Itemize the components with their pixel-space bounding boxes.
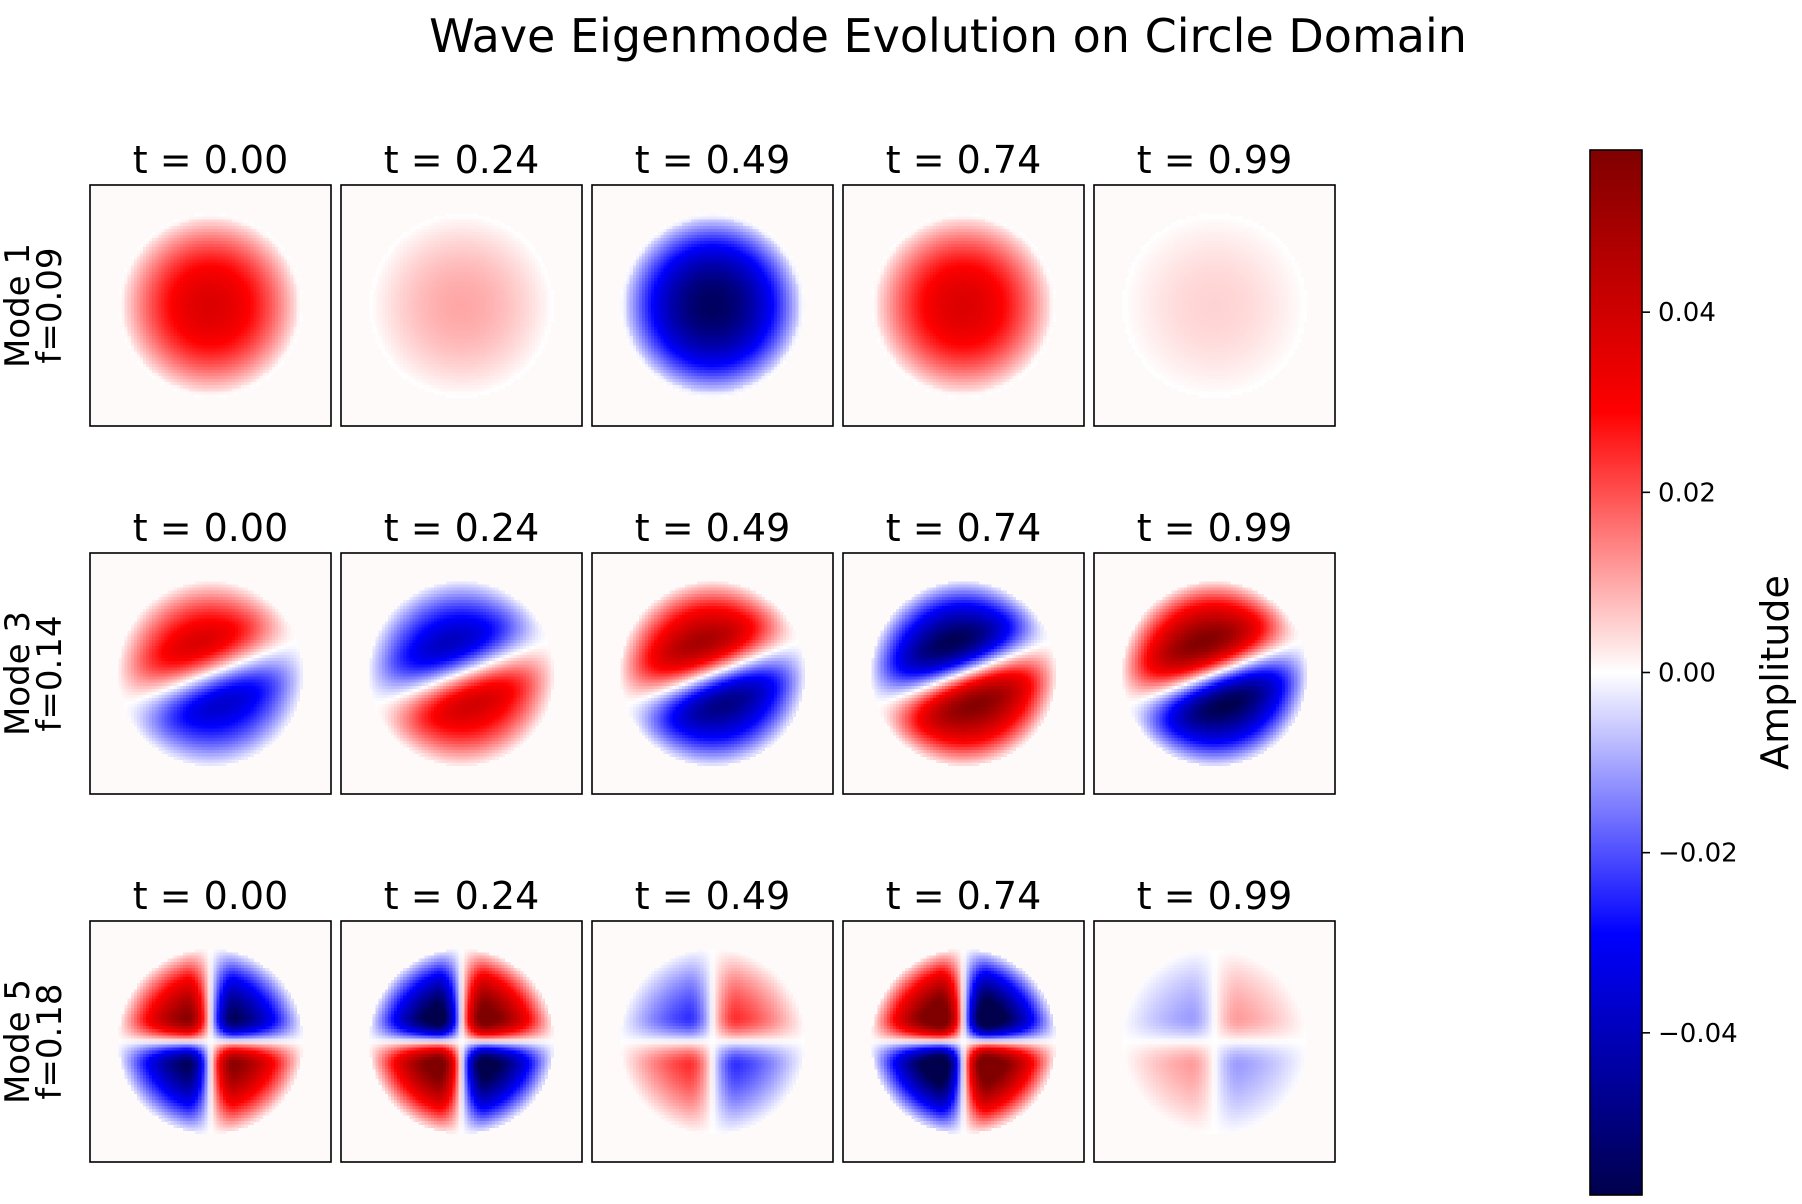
heatmap-cell <box>281 361 285 365</box>
panel-time-label: t = 0.00 <box>133 138 289 182</box>
heatmap-cell <box>287 352 291 356</box>
panel-r0-c1: t = 0.24 <box>341 138 582 426</box>
heatmap-cell <box>299 318 303 322</box>
heatmap-cells <box>119 214 304 399</box>
panel-grid: t = 0.00 t = 0.24 t = 0.49 t = 0.74 t = 0.99… <box>90 138 1335 1162</box>
heatmap-cell <box>290 345 294 349</box>
heatmap-cell <box>293 339 297 343</box>
figure-title: Wave Eigenmode Evolution on Circle Domai… <box>429 9 1467 63</box>
panel-r0-c0: t = 0.00 <box>90 138 331 426</box>
heatmap-cell <box>296 330 300 334</box>
heatmap-cells <box>370 214 555 399</box>
panel-time-label: t = 0.24 <box>384 138 540 182</box>
